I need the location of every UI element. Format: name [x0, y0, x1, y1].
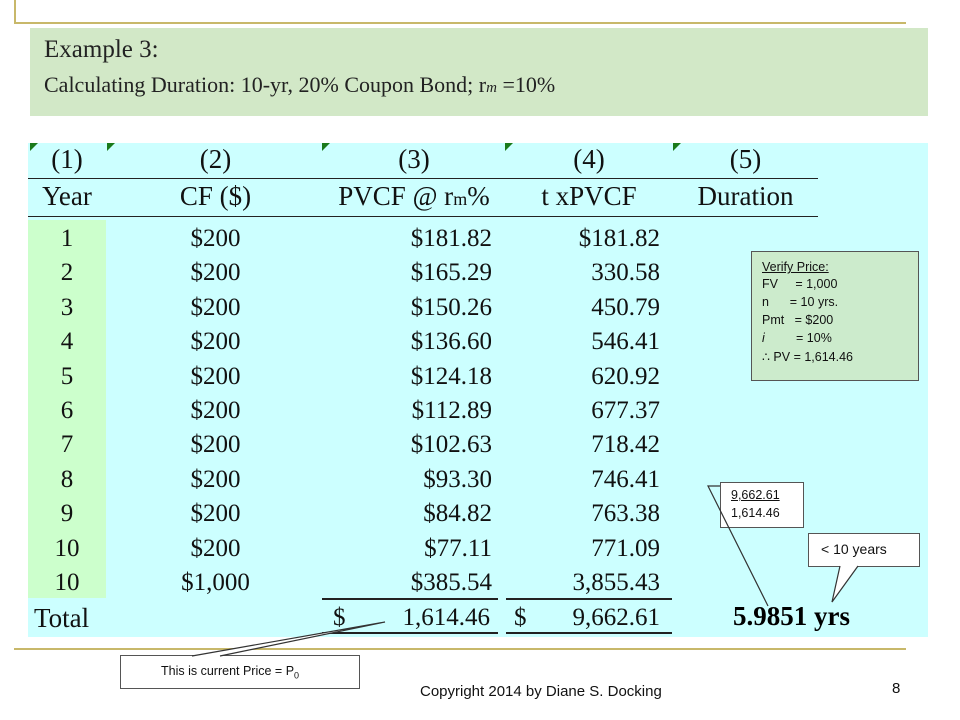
cell-tpvcf: 3,855.43 [572, 569, 661, 596]
price-pointer [191, 621, 386, 657]
cell-pvcf: $112.89 [411, 397, 492, 424]
col-number-2: (2) [199, 144, 232, 174]
verify-title: Verify Price: [762, 260, 829, 274]
comment-marker-icon [673, 143, 681, 151]
total-label: Total [34, 603, 90, 633]
verify-line-pv: ∴ PV = 1,614.46 [762, 350, 854, 364]
total-pv-value: 1,614.46 [402, 604, 491, 631]
ratio-pointer [707, 485, 769, 607]
page-number: 8 [892, 680, 901, 697]
total-rule-tpv-bottom [506, 632, 672, 634]
cell-year: 5 [60, 362, 74, 390]
cell-year: 7 [60, 431, 74, 459]
duration-result: 5.9851 yrs [733, 601, 850, 631]
cell-tpvcf: 620.92 [591, 362, 660, 390]
comment-marker-icon [30, 143, 38, 151]
cell-tpvcf: 771.09 [591, 534, 660, 562]
header-cf: CF ($) [179, 181, 252, 211]
year-column-highlight [28, 220, 106, 598]
years-callout: < 10 years [808, 533, 920, 567]
comment-marker-icon [107, 143, 115, 151]
total-rule-pv-bottom [322, 632, 498, 634]
cell-pvcf: $181.82 [410, 225, 492, 252]
bottom-divider [14, 648, 906, 650]
cell-pvcf: $124.18 [410, 362, 492, 390]
verify-line-pmt: Pmt = $200 [762, 313, 834, 327]
cell-tpvcf: 746.41 [591, 465, 660, 493]
years-callout-text: < 10 years [821, 541, 887, 557]
verify-line-fv: FV = 1,000 [762, 277, 838, 291]
cell-pvcf: $77.11 [424, 534, 492, 562]
cell-year: 10 [54, 534, 80, 562]
cell-year: 3 [60, 293, 74, 321]
cell-cf: $200 [190, 362, 241, 390]
cell-cf: $200 [190, 259, 241, 287]
cell-pvcf: $165.29 [410, 259, 492, 287]
top-divider [14, 22, 906, 24]
cell-cf: $200 [190, 534, 241, 562]
cell-year: 10 [54, 569, 80, 596]
cell-year: 4 [60, 328, 74, 356]
cell-tpvcf: 450.79 [591, 293, 660, 321]
total-rule-pv [322, 598, 498, 600]
cell-tpvcf: 677.37 [591, 397, 660, 424]
cell-cf: $200 [190, 293, 241, 321]
cell-cf: $200 [190, 397, 241, 424]
cell-cf: $200 [190, 500, 241, 528]
cell-tpvcf: $181.82 [578, 225, 660, 252]
price-callout: This is current Price = P0 [120, 655, 360, 689]
comment-marker-icon [322, 143, 330, 151]
cell-year: 1 [60, 225, 74, 252]
ratio-numerator: 9,662.61 [731, 488, 780, 502]
total-rule-tpv [506, 598, 672, 600]
title-banner [30, 28, 928, 116]
cell-tpvcf: 763.38 [591, 500, 660, 528]
left-divider [14, 0, 16, 22]
header-rule-top [28, 178, 818, 179]
cell-year: 8 [60, 465, 74, 493]
header-year: Year [42, 181, 92, 211]
cell-tpvcf: 718.42 [591, 431, 660, 459]
cell-year: 9 [60, 500, 74, 528]
header-tpvcf: t xPVCF [541, 181, 637, 211]
total-tpv-currency: $ [514, 604, 527, 631]
header-pvcf: PVCF @ rm% [338, 181, 490, 211]
col-number-1: (1) [51, 144, 83, 174]
cell-pvcf: $136.60 [410, 328, 492, 356]
years-pointer [831, 565, 859, 603]
slide-subtitle: Calculating Duration: 10-yr, 20% Coupon … [44, 72, 556, 97]
col-number-4: (4) [573, 144, 605, 174]
cell-year: 2 [60, 259, 74, 287]
cell-tpvcf: 546.41 [591, 328, 660, 356]
verify-price-box: Verify Price: FV = 1,000 n = 10 yrs. Pmt… [751, 251, 919, 381]
duration-table [28, 143, 928, 637]
cell-cf: $1,000 [181, 569, 250, 596]
cell-pvcf: $102.63 [410, 431, 492, 459]
cell-pvcf: $84.82 [423, 500, 492, 528]
verify-line-i: i = 10% [762, 331, 832, 345]
col-number-3: (3) [398, 144, 430, 174]
copyright-text: Copyright 2014 by Diane S. Docking [420, 683, 662, 700]
cell-pvcf: $150.26 [410, 293, 492, 321]
cell-year: 6 [60, 397, 74, 424]
header-duration: Duration [697, 181, 794, 211]
cell-pvcf: $93.30 [423, 465, 492, 493]
cell-tpvcf: 330.58 [591, 259, 660, 287]
cell-cf: $200 [190, 431, 241, 459]
cell-cf: $200 [190, 328, 241, 356]
cell-pvcf: $385.54 [410, 569, 492, 596]
ratio-denominator: 1,614.46 [731, 506, 780, 520]
col-number-5: (5) [729, 144, 762, 174]
header-rule-bottom [28, 216, 818, 217]
duration-ratio-box: 9,662.61 1,614.46 [720, 482, 804, 528]
total-tpv-value: 9,662.61 [572, 604, 661, 631]
total-pv-currency: $ [333, 604, 346, 631]
price-callout-text: This is current Price = P0 [161, 664, 300, 681]
verify-line-n: n = 10 yrs. [762, 295, 839, 309]
comment-marker-icon [505, 143, 513, 151]
slide-title: Example 3: [44, 36, 159, 63]
cell-cf: $200 [190, 465, 241, 493]
cell-cf: $200 [190, 225, 241, 252]
